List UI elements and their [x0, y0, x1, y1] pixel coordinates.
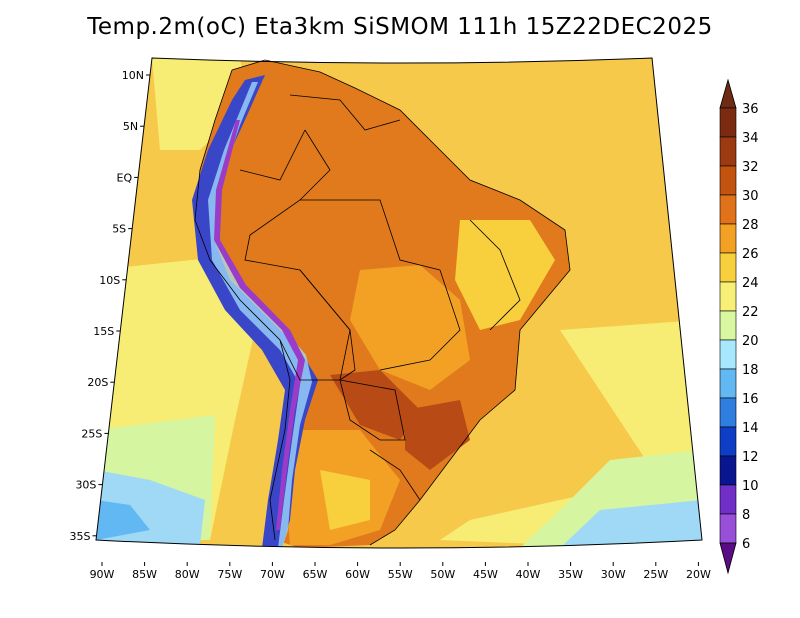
colorbar-swatch: [719, 281, 737, 312]
lat-tick-label: 35S: [70, 530, 91, 543]
andes-cyan-edge: [208, 82, 312, 548]
lat-tick-label: 25S: [81, 427, 102, 440]
border-brazil-internal-2: [379, 269, 461, 371]
border-venezuela: [289, 94, 401, 131]
colorbar-swatch: [719, 223, 737, 254]
lon-tick-label: 45W: [473, 568, 498, 581]
colorbar-top-arrow: [719, 78, 737, 109]
colorbar-label: 16: [742, 392, 759, 407]
lon-tick-label: 40W: [516, 568, 541, 581]
border-westcoast: [194, 69, 291, 541]
lon-tick-label: 55W: [388, 568, 413, 581]
ocean-cold-band-east: [560, 500, 702, 548]
country-borders: [194, 59, 571, 546]
colorbar-swatch: [719, 107, 737, 138]
lon-tick-label: 65W: [303, 568, 328, 581]
land-warm-patch-central: [350, 265, 470, 390]
border-brazil-internal-1: [300, 199, 441, 271]
colorbar-label: 24: [742, 276, 759, 291]
colorbar-swatch: [719, 484, 737, 515]
colorbar-label: 6: [742, 537, 750, 552]
lat-tick-label: 5N: [123, 120, 138, 133]
lat-tick-label: EQ: [117, 171, 133, 184]
colorbar-swatch: [719, 368, 737, 399]
border-paraguay: [339, 379, 406, 441]
land-warm-patch-east: [455, 220, 555, 330]
colorbar-label: 10: [742, 479, 759, 494]
border-brazil-west: [244, 129, 356, 381]
colorbar-label: 12: [742, 450, 759, 465]
colorbar-label: 22: [742, 305, 759, 320]
lon-tick-label: 50W: [430, 568, 455, 581]
colorbar-swatch: [719, 513, 737, 544]
colorbar-label: 8: [742, 508, 750, 523]
lon-tick-label: 70W: [260, 568, 285, 581]
border-bolivia: [279, 269, 351, 381]
land-light-south: [320, 470, 370, 530]
colorbar-swatch: [719, 194, 737, 225]
colorbar-label: 26: [742, 247, 759, 262]
lon-tick-label: 60W: [345, 568, 370, 581]
lon-tick-label: 20W: [686, 568, 711, 581]
lon-tick-label: 85W: [132, 568, 157, 581]
border-argentina-uruguay: [369, 449, 421, 501]
map-frame: [95, 57, 703, 549]
colorbar-swatch: [719, 310, 737, 341]
lat-tick-label: 20S: [87, 376, 108, 389]
colorbar: 36 34 32 30 28 26 24 22 20 18 16 14 12 10 8 6: [719, 78, 759, 575]
colorbar-label: 20: [742, 334, 759, 349]
lon-tick-label: 75W: [217, 568, 242, 581]
colorbar-swatch: [719, 136, 737, 167]
lat-tick-label: 30S: [75, 479, 96, 492]
lon-tick-label: 35W: [558, 568, 583, 581]
lat-tick-label: 5S: [112, 223, 126, 236]
colorbar-label: 34: [742, 131, 759, 146]
colorbar-swatch: [719, 397, 737, 428]
lon-tick-label: 30W: [601, 568, 626, 581]
colorbar-label: 28: [742, 218, 759, 233]
land-very-hot-patch: [330, 370, 420, 440]
colorbar-swatch: [719, 165, 737, 196]
lat-tick-label: 10S: [99, 274, 120, 287]
border-peru-colombia: [239, 129, 306, 181]
lon-tick-label: 25W: [643, 568, 668, 581]
colorbar-label: 36: [742, 102, 759, 117]
colorbar-swatch: [719, 339, 737, 370]
land-very-hot-patch-se: [405, 400, 470, 470]
colorbar-label: 18: [742, 363, 759, 378]
ocean-mid-band-north: [152, 58, 250, 150]
lon-tick-label: 80W: [175, 568, 200, 581]
colorbar-label: 14: [742, 421, 759, 436]
latitude-axis: 10N 5N EQ 5S 10S 15S 20S 25S 30S 35S: [70, 69, 151, 543]
colorbar-swatch: [719, 252, 737, 283]
colorbar-swatch: [719, 426, 737, 457]
longitude-axis: 90W 85W 80W 75W 70W 65W 60W 55W 50W 45W 40W 35W 30W 2…: [90, 562, 711, 581]
lon-tick-label: 90W: [90, 568, 115, 581]
colorbar-swatch: [719, 455, 737, 486]
colorbar-bottom-arrow: [719, 542, 737, 575]
lat-tick-label: 10N: [122, 69, 144, 82]
map-title: Temp.2m(oC) Eta3km SiSMOM 111h 15Z22DEC2…: [87, 14, 713, 40]
colorbar-label: 32: [742, 160, 759, 175]
colorbar-label: 30: [742, 189, 759, 204]
border-coastline: [231, 59, 571, 546]
lat-tick-label: 15S: [93, 325, 114, 338]
border-east-states: [469, 219, 521, 331]
ocean-blue-west: [96, 500, 150, 540]
